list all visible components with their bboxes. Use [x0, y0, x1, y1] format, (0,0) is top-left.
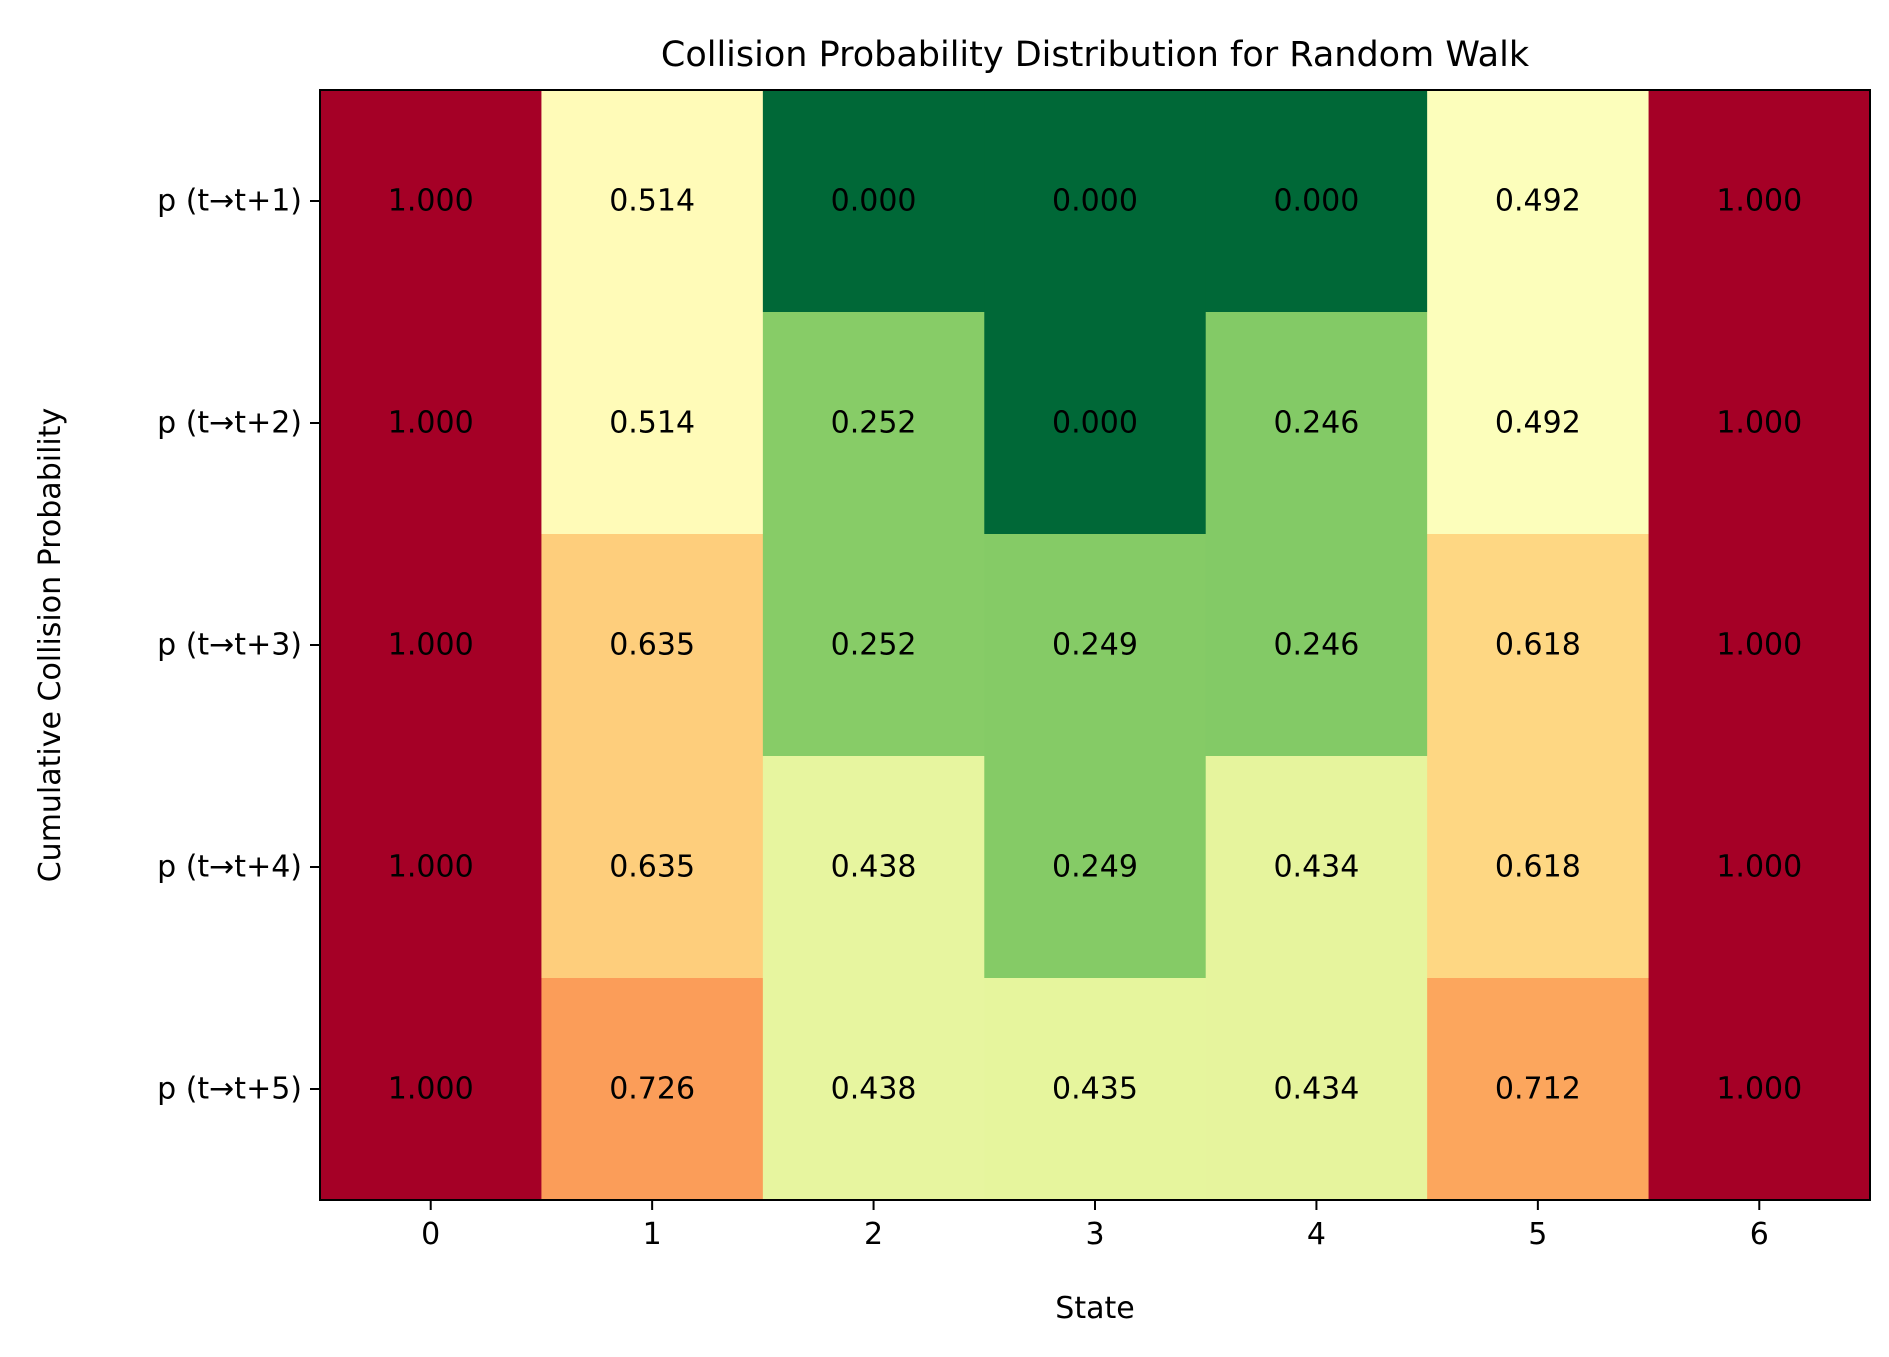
cell-value-label: 0.434: [1273, 1072, 1359, 1107]
heatmap-cell: [541, 978, 764, 1201]
cell-value-label: 1.000: [1716, 184, 1802, 219]
cell-value-label: 0.514: [609, 406, 695, 441]
heatmap-cell: [1648, 756, 1871, 979]
x-tick-label: 6: [1750, 1217, 1769, 1252]
heatmap-cell: [984, 756, 1207, 979]
cell-value-label: 0.000: [1273, 184, 1359, 219]
cell-value-label: 0.434: [1273, 850, 1359, 885]
heatmap-cell: [1205, 978, 1428, 1201]
heatmap-cell: [762, 756, 985, 979]
heatmap-cell: [320, 534, 543, 757]
heatmap-cell: [1648, 534, 1871, 757]
cell-value-label: 0.000: [1052, 406, 1138, 441]
cell-value-label: 1.000: [1716, 850, 1802, 885]
y-tick-label: p (t→t+5): [157, 1072, 302, 1107]
heatmap-cell: [984, 312, 1207, 535]
cell-value-label: 1.000: [1716, 406, 1802, 441]
cell-value-label: 0.252: [831, 628, 917, 663]
cell-value-label: 0.492: [1495, 406, 1581, 441]
cell-value-label: 1.000: [388, 184, 474, 219]
cell-value-label: 1.000: [388, 1072, 474, 1107]
cell-value-label: 0.438: [831, 1072, 917, 1107]
x-tick-label: 4: [1307, 1217, 1326, 1252]
heatmap-cell: [320, 756, 543, 979]
chart-title: Collision Probability Distribution for R…: [661, 35, 1530, 75]
heatmap-cell: [762, 90, 985, 313]
x-tick-label: 0: [421, 1217, 440, 1252]
cell-value-label: 0.726: [609, 1072, 695, 1107]
heatmap-cell: [320, 90, 543, 313]
cell-value-label: 0.635: [609, 850, 695, 885]
cell-value-label: 0.435: [1052, 1072, 1138, 1107]
cell-value-label: 1.000: [388, 628, 474, 663]
cell-value-label: 0.246: [1273, 628, 1359, 663]
cell-value-label: 1.000: [1716, 628, 1802, 663]
heatmap-cell: [762, 978, 985, 1201]
cell-value-label: 0.635: [609, 628, 695, 663]
heatmap-cell: [320, 312, 543, 535]
heatmap-cell: [1427, 90, 1650, 313]
cell-value-label: 0.246: [1273, 406, 1359, 441]
heatmap-cell: [1427, 978, 1650, 1201]
heatmap-cell: [1205, 534, 1428, 757]
heatmap-cell: [1205, 756, 1428, 979]
heatmap-cell: [1205, 90, 1428, 313]
y-tick-label: p (t→t+2): [157, 406, 302, 441]
cell-value-label: 0.000: [831, 184, 917, 219]
heatmap-cells: [320, 90, 1871, 1201]
heatmap-cell: [762, 312, 985, 535]
heatmap-cell: [541, 312, 764, 535]
x-tick-label: 5: [1528, 1217, 1547, 1252]
heatmap-cell: [541, 90, 764, 313]
cell-value-label: 0.249: [1052, 850, 1138, 885]
cell-value-label: 0.712: [1495, 1072, 1581, 1107]
heatmap-cell: [1648, 312, 1871, 535]
heatmap-cell: [320, 978, 543, 1201]
cell-value-label: 0.618: [1495, 850, 1581, 885]
heatmap-cell: [1427, 756, 1650, 979]
cell-value-label: 0.000: [1052, 184, 1138, 219]
heatmap-cell: [984, 534, 1207, 757]
y-tick-label: p (t→t+1): [157, 184, 302, 219]
cell-labels: 1.000 0.514 0.000 0.000 0.000 0.492 1.000 1.000…: [388, 184, 1802, 1107]
x-axis-label: State: [1055, 1291, 1134, 1326]
heatmap-cell: [984, 90, 1207, 313]
y-axis-label: Cumulative Collision Probability: [33, 408, 68, 883]
cell-value-label: 0.618: [1495, 628, 1581, 663]
y-tick-label: p (t→t+4): [157, 850, 302, 885]
cell-value-label: 0.514: [609, 184, 695, 219]
heatmap-cell: [762, 534, 985, 757]
cell-value-label: 0.438: [831, 850, 917, 885]
cell-value-label: 0.492: [1495, 184, 1581, 219]
heatmap-cell: [1427, 534, 1650, 757]
heatmap-cell: [541, 534, 764, 757]
heatmap-cell: [1648, 978, 1871, 1201]
x-tick-label: 3: [1085, 1217, 1104, 1252]
x-tick-label: 2: [864, 1217, 883, 1252]
cell-value-label: 1.000: [1716, 1072, 1802, 1107]
heatmap-cell: [984, 978, 1207, 1201]
heatmap-cell: [1427, 312, 1650, 535]
y-tick-label: p (t→t+3): [157, 628, 302, 663]
x-axis: 0 1 2 3 4 5 6: [421, 1200, 1769, 1252]
cell-value-label: 0.249: [1052, 628, 1138, 663]
heatmap-cell: [541, 756, 764, 979]
x-tick-label: 1: [643, 1217, 662, 1252]
cell-value-label: 1.000: [388, 850, 474, 885]
heatmap-cell: [1205, 312, 1428, 535]
cell-value-label: 1.000: [388, 406, 474, 441]
heatmap-cell: [1648, 90, 1871, 313]
cell-value-label: 0.252: [831, 406, 917, 441]
y-axis: p (t→t+1) p (t→t+2) p (t→t+3) p (t→t+4) p (t…: [157, 184, 320, 1107]
